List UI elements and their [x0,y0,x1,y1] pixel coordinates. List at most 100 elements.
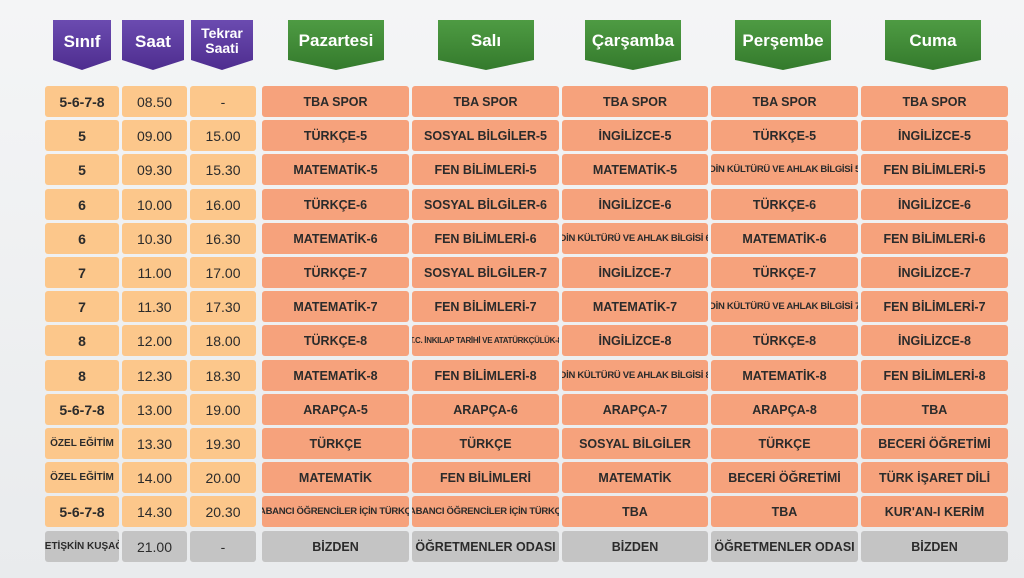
cell-day-4: TBA [861,394,1008,425]
table-row: 8 12.30 18.30 MATEMATİK-8 FEN BİLİMLERİ-8 DİN… [0,360,1024,391]
cell-day-1: FEN BİLİMLERİ-7 [412,291,559,322]
cell-saat: 14.00 [122,462,187,493]
cell-day-0: TBA SPOR [262,86,409,117]
cell-day-2: TBA SPOR [562,86,708,117]
cell-sinif: YETİŞKİN KUŞAĞI [45,531,119,562]
table-row: 7 11.30 17.30 MATEMATİK-7 FEN BİLİMLERİ-7 MAT… [0,291,1024,322]
cell-day-1: ARAPÇA-6 [412,394,559,425]
cell-day-1: FEN BİLİMLERİ-8 [412,360,559,391]
cell-day-3: MATEMATİK-8 [711,360,858,391]
table-row: 8 12.00 18.00 TÜRKÇE-8 T.C. İNKILAP TARİHİ V… [0,325,1024,356]
cell-tekrar: 18.30 [190,360,256,391]
cell-day-2: MATEMATİK [562,462,708,493]
cell-sinif: ÖZEL EĞİTİM [45,462,119,493]
cell-day-0: TÜRKÇE [262,428,409,459]
header-tekrar-saati: Tekrar Saati [191,20,253,70]
cell-day-3: DİN KÜLTÜRÜ VE AHLAK BİLGİSİ 5 [711,154,858,185]
table-row: 5-6-7-8 14.30 20.30 YABANCI ÖĞRENCİLER İÇİN… [0,496,1024,527]
cell-tekrar: 19.00 [190,394,256,425]
cell-day-3: TÜRKÇE-7 [711,257,858,288]
cell-day-4: TÜRK İŞARET DİLİ [861,462,1008,493]
cell-sinif: 7 [45,257,119,288]
cell-day-2: DİN KÜLTÜRÜ VE AHLAK BİLGİSİ 6 [562,223,708,254]
cell-day-0: YABANCI ÖĞRENCİLER İÇİN TÜRKÇE [262,496,409,527]
cell-sinif: 5-6-7-8 [45,394,119,425]
cell-day-0: ARAPÇA-5 [262,394,409,425]
cell-day-2: MATEMATİK-7 [562,291,708,322]
header-sinif: Sınıf [53,20,111,70]
table-row: 6 10.30 16.30 MATEMATİK-6 FEN BİLİMLERİ-6 DİN… [0,223,1024,254]
cell-tekrar: 20.00 [190,462,256,493]
cell-day-4: İNGİLİZCE-5 [861,120,1008,151]
cell-day-0: TÜRKÇE-5 [262,120,409,151]
cell-day-4: TBA SPOR [861,86,1008,117]
header-tekrar-line2: Saati [205,40,239,56]
cell-sinif: 5-6-7-8 [45,86,119,117]
cell-saat: 09.00 [122,120,187,151]
header-saat: Saat [122,20,184,70]
cell-day-4: BECERİ ÖĞRETİMİ [861,428,1008,459]
cell-day-1: SOSYAL BİLGİLER-5 [412,120,559,151]
cell-day-1: FEN BİLİMLERİ-5 [412,154,559,185]
cell-day-3: DİN KÜLTÜRÜ VE AHLAK BİLGİSİ 7 [711,291,858,322]
cell-day-1: TÜRKÇE [412,428,559,459]
cell-saat: 10.30 [122,223,187,254]
header-persembe: Perşembe [735,20,831,70]
cell-day-0: MATEMATİK-7 [262,291,409,322]
cell-tekrar: 17.00 [190,257,256,288]
cell-day-1: ÖĞRETMENLER ODASI [412,531,559,562]
cell-day-4: FEN BİLİMLERİ-7 [861,291,1008,322]
cell-day-2: BİZDEN [562,531,708,562]
cell-saat: 13.00 [122,394,187,425]
cell-tekrar: 17.30 [190,291,256,322]
cell-day-1: SOSYAL BİLGİLER-7 [412,257,559,288]
cell-day-3: TÜRKÇE-5 [711,120,858,151]
cell-day-1: TBA SPOR [412,86,559,117]
cell-sinif: 8 [45,360,119,391]
table-row: ÖZEL EĞİTİM 14.00 20.00 MATEMATİK FEN BİLİML… [0,462,1024,493]
cell-saat: 08.50 [122,86,187,117]
cell-day-3: ARAPÇA-8 [711,394,858,425]
cell-tekrar: - [190,531,256,562]
table-row: ÖZEL EĞİTİM 13.30 19.30 TÜRKÇE TÜRKÇE SOSYAL … [0,428,1024,459]
cell-day-4: FEN BİLİMLERİ-6 [861,223,1008,254]
cell-day-4: FEN BİLİMLERİ-8 [861,360,1008,391]
cell-day-3: TBA SPOR [711,86,858,117]
cell-tekrar: - [190,86,256,117]
cell-day-2: İNGİLİZCE-5 [562,120,708,151]
cell-day-3: TÜRKÇE-6 [711,189,858,220]
cell-day-2: DİN KÜLTÜRÜ VE AHLAK BİLGİSİ 8 [562,360,708,391]
table-row: 5-6-7-8 13.00 19.00 ARAPÇA-5 ARAPÇA-6 ARAPÇA-… [0,394,1024,425]
cell-saat: 12.30 [122,360,187,391]
cell-day-2: TBA [562,496,708,527]
cell-sinif: 7 [45,291,119,322]
cell-day-0: MATEMATİK [262,462,409,493]
table-row: 7 11.00 17.00 TÜRKÇE-7 SOSYAL BİLGİLER-7 İNGİ… [0,257,1024,288]
cell-saat: 10.00 [122,189,187,220]
cell-day-4: İNGİLİZCE-6 [861,189,1008,220]
cell-tekrar: 15.00 [190,120,256,151]
cell-day-1: SOSYAL BİLGİLER-6 [412,189,559,220]
cell-day-2: MATEMATİK-5 [562,154,708,185]
cell-day-0: MATEMATİK-8 [262,360,409,391]
cell-tekrar: 20.30 [190,496,256,527]
cell-day-3: BECERİ ÖĞRETİMİ [711,462,858,493]
cell-saat: 13.30 [122,428,187,459]
cell-saat: 11.00 [122,257,187,288]
table-row: 6 10.00 16.00 TÜRKÇE-6 SOSYAL BİLGİLER-6 İNGİ… [0,189,1024,220]
cell-day-2: İNGİLİZCE-8 [562,325,708,356]
cell-sinif: 5-6-7-8 [45,496,119,527]
cell-day-3: TÜRKÇE-8 [711,325,858,356]
cell-day-3: TBA [711,496,858,527]
cell-day-2: İNGİLİZCE-6 [562,189,708,220]
cell-day-1: YABANCI ÖĞRENCİLER İÇİN TÜRKÇE [412,496,559,527]
cell-day-2: İNGİLİZCE-7 [562,257,708,288]
cell-sinif: ÖZEL EĞİTİM [45,428,119,459]
cell-sinif: 5 [45,120,119,151]
cell-day-3: ÖĞRETMENLER ODASI [711,531,858,562]
cell-day-0: TÜRKÇE-7 [262,257,409,288]
cell-tekrar: 16.00 [190,189,256,220]
cell-sinif: 6 [45,189,119,220]
cell-tekrar: 19.30 [190,428,256,459]
